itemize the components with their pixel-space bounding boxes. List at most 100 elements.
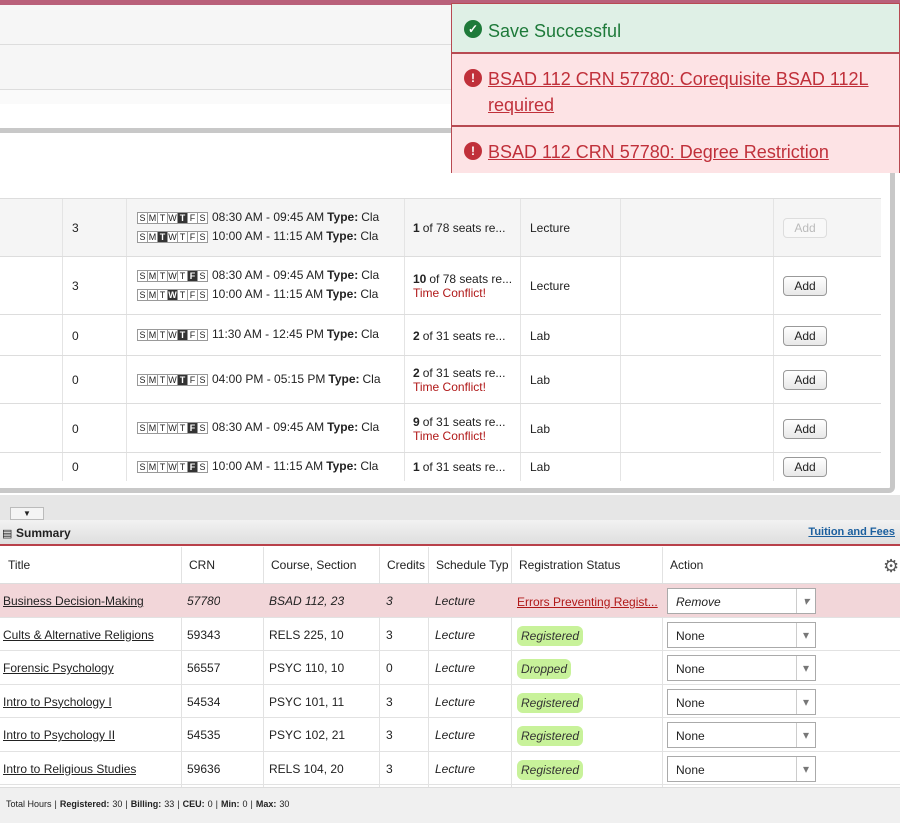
add-button[interactable]: Add — [783, 325, 827, 346]
schedule-type: Lab — [530, 460, 551, 474]
credits: 0 — [72, 460, 79, 474]
action-value: None — [676, 695, 705, 710]
schedule-type: Lecture — [435, 661, 476, 675]
col-divider — [62, 257, 63, 315]
course-title[interactable]: Forensic Psychology — [3, 661, 114, 675]
meeting: S M T W T F S 08:30 AM - 09:45 AM Type: Cla — [137, 211, 404, 226]
action-select[interactable]: None — [667, 688, 816, 715]
credits: 3 — [386, 594, 393, 608]
credits: 3 — [386, 728, 393, 742]
action-select[interactable]: None — [667, 655, 816, 681]
action-value: None — [676, 628, 705, 643]
action-select[interactable]: None — [667, 621, 816, 648]
col-divider — [520, 356, 521, 404]
action-select[interactable]: Remove — [667, 588, 816, 614]
notification-text[interactable]: BSAD 112 CRN 57780: Degree Restriction — [488, 142, 829, 162]
footer-value: 30 — [112, 799, 123, 809]
action-value: None — [676, 729, 705, 743]
col-divider — [404, 404, 405, 453]
tuition-link[interactable]: Tuition and Fees — [808, 526, 895, 538]
col-divider — [773, 257, 774, 315]
day-box: S — [197, 212, 208, 224]
col-divider — [773, 453, 774, 481]
course-title[interactable]: Intro to Psychology I — [3, 694, 112, 709]
settings-gear[interactable]: ⚙ — [883, 556, 900, 576]
col-divider — [620, 404, 621, 453]
notification: ! BSAD 112 CRN 57780: Corequisite BSAD 11… — [452, 52, 899, 125]
schedule-type: Lecture — [435, 728, 476, 742]
summary-row: Business Decision-Making 57780 BSAD 112, 2… — [0, 584, 900, 618]
notification-text[interactable]: BSAD 112 CRN 57780: Corequisite BSAD 112… — [488, 69, 869, 115]
col-divider — [404, 315, 405, 356]
status-link[interactable]: Errors Preventing Regist... — [517, 595, 658, 609]
summary-row: Intro to Psychology II 54535 PSYC 102, 21 3… — [0, 718, 900, 752]
col-divider — [126, 315, 127, 356]
col-divider — [428, 547, 429, 787]
meeting-time: 08:30 AM - 09:45 AM — [212, 269, 325, 282]
seats: 2 of 31 seats re... — [413, 329, 518, 343]
footer-label: Min: — [220, 799, 240, 809]
col-divider — [379, 547, 380, 787]
collapse-tab[interactable]: ▼ — [10, 507, 44, 520]
meeting: S M T W T F S 10:00 AM - 11:15 AM Type: Cla — [137, 288, 404, 303]
type-label: Type: — [328, 372, 360, 386]
separator: | — [250, 799, 253, 809]
col-divider — [404, 199, 405, 257]
action-value: None — [676, 662, 705, 676]
col-divider — [520, 257, 521, 315]
result-row: 3 S M T W T F S 08:30 AM - 09:45 AM Type: Cla S M T W T… — [0, 198, 881, 257]
schedule-type: Lecture — [530, 221, 571, 235]
add-button[interactable]: Add — [783, 276, 827, 296]
seats-count: 9 — [413, 414, 420, 429]
summary-row: Intro to Psychology I 54534 PSYC 101, 11 3 L… — [0, 685, 900, 718]
type-value: Cla — [361, 269, 380, 282]
course-title[interactable]: Intro to Religious Studies — [3, 761, 137, 776]
course-section: RELS 104, 20 — [269, 761, 344, 776]
registration-status: Registered — [517, 625, 584, 650]
footer-label: Registered: — [59, 799, 110, 809]
header-rule — [0, 583, 900, 584]
footer-value: 0 — [207, 799, 213, 809]
col-divider — [126, 404, 127, 453]
meeting-time: 08:30 AM - 09:45 AM — [212, 211, 325, 224]
footer-text: Total Hours | Registered: 30 | Billing: 33 | CEU… — [6, 799, 289, 809]
day-box: S — [197, 373, 208, 386]
crn: 56557 — [187, 661, 221, 675]
course-title[interactable]: Intro to Psychology II — [3, 728, 116, 742]
credits: 0 — [72, 328, 79, 343]
course-title[interactable]: Cults & Alternative Religions — [3, 627, 154, 642]
col-divider — [126, 257, 127, 315]
type-value: Cla — [360, 230, 379, 243]
column-header: Schedule Type — [436, 558, 509, 572]
column-header: Course, Section — [271, 558, 357, 572]
action-select[interactable]: None — [667, 755, 816, 782]
schedule-type: Lecture — [530, 279, 571, 293]
col-divider — [62, 199, 63, 257]
column-header: Title — [8, 558, 31, 572]
credits: 3 — [72, 221, 79, 235]
footer-label: Max: — [255, 799, 277, 809]
col-divider — [62, 453, 63, 481]
notification-icon: ! — [464, 69, 482, 87]
add-button[interactable]: Add — [783, 370, 827, 390]
add-button[interactable]: Add — [783, 457, 827, 477]
col-divider — [126, 199, 127, 257]
type-label: Type: — [326, 459, 358, 473]
add-button[interactable]: Add — [783, 418, 827, 439]
column-header: CRN — [189, 558, 215, 572]
meeting-time: 04:00 PM - 05:15 PM — [212, 372, 326, 386]
meeting: S M T W T F S 04:00 PM - 05:15 PM Type: Cla — [137, 373, 404, 388]
type-value: Cla — [361, 421, 380, 434]
schedule-type: Lecture — [435, 761, 476, 776]
course-title[interactable]: Business Decision-Making — [3, 594, 144, 608]
meeting: S M T W T F S 08:30 AM - 09:45 AM Type: Cla — [137, 269, 404, 284]
action-select[interactable]: None — [667, 722, 816, 748]
col-divider — [773, 356, 774, 404]
day-box: S — [197, 231, 208, 243]
seats-text: of 31 seats re... — [422, 414, 506, 429]
footer-value: 33 — [164, 799, 175, 809]
registration-status: Dropped — [517, 658, 572, 683]
col-divider — [520, 199, 521, 257]
col-divider — [181, 547, 182, 787]
add-button: Add — [783, 218, 827, 238]
